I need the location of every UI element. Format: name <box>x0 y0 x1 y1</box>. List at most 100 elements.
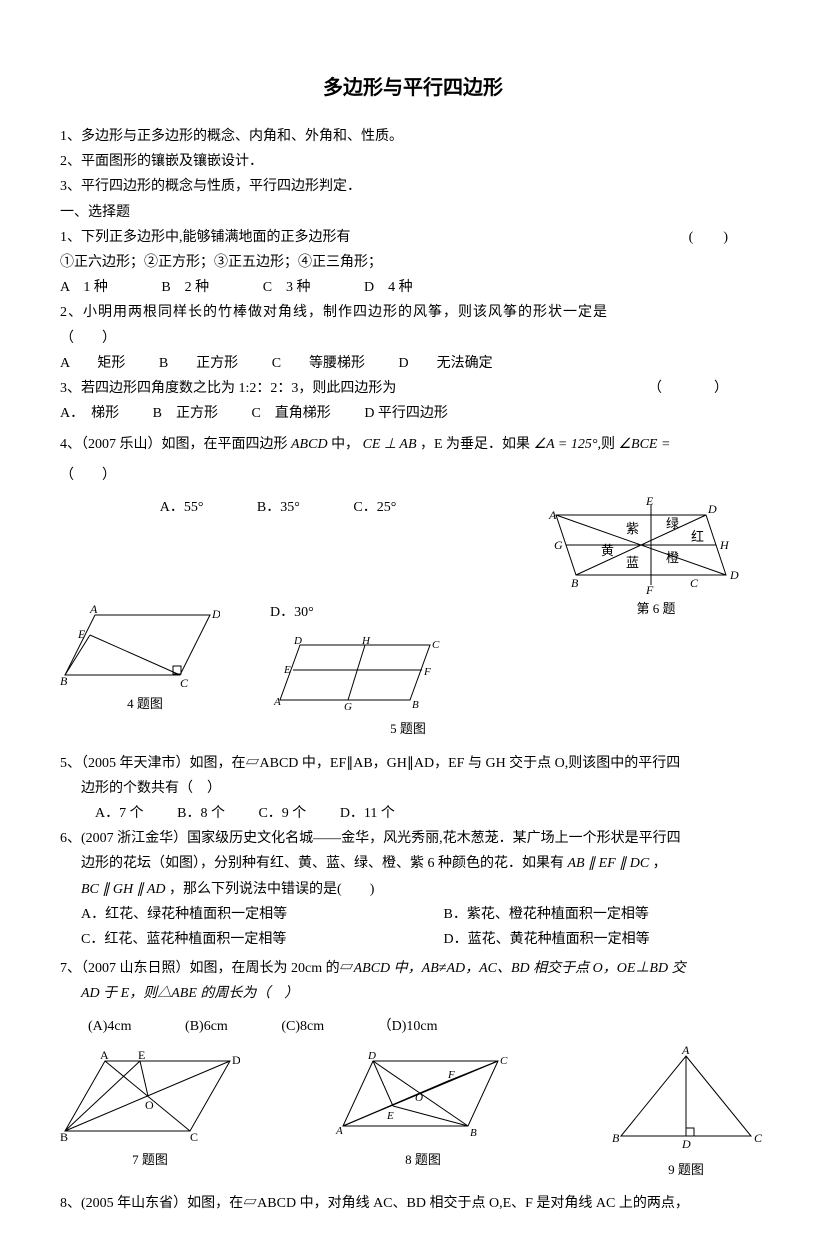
svg-text:C: C <box>754 1131 763 1145</box>
q7-options: (A)4cm (B)6cm (C)8cm （D)10cm <box>60 1014 766 1039</box>
svg-text:H: H <box>361 635 371 647</box>
svg-text:C: C <box>432 639 440 651</box>
intro-3: 3、平行四边形的概念与性质，平行四边形判定． <box>60 174 766 199</box>
q1-paren: ( ) <box>689 225 736 250</box>
q3-paren: （ ） <box>648 376 736 401</box>
q4-t1: 4、（2007 乐山）如图，在平面四边形 <box>60 437 288 452</box>
svg-text:E: E <box>283 664 291 676</box>
svg-text:O: O <box>415 1092 423 1104</box>
svg-text:C: C <box>500 1055 508 1067</box>
q1-sub: ①正六边形；②正方形；③正五边形；④正三角形； <box>60 250 766 275</box>
fig8-label: 8 题图 <box>333 1148 513 1171</box>
q6-opt-c: C．红花、蓝花种植面积一定相等 <box>81 927 404 952</box>
q7-stem: 7、（2007 山东日照）如图，在周长为 20cm 的▱ABCD 中，AB≠AD… <box>60 956 766 981</box>
q6-p1: AB ∥ EF ∥ DC <box>564 856 653 871</box>
fig8-svg: D C A B E F O <box>333 1046 513 1146</box>
svg-text:红: 红 <box>691 529 704 544</box>
q3-stem-text: 3、若四边形四角度数之比为 1:2：2：3，则此四边形为 <box>60 381 396 396</box>
q4-stem: 4、（2007 乐山）如图，在平面四边形 ABCD 中， CE ⊥ AB ，E … <box>60 432 766 457</box>
q8-t2: ABCD 中，对角线 AC、BD 相交于点 O,E、F 是对角线 AC 上的两点… <box>257 1196 689 1211</box>
svg-text:B: B <box>612 1131 620 1145</box>
q6-t2: ， <box>653 856 667 871</box>
q3-stem: 3、若四边形四角度数之比为 1:2：2：3，则此四边形为 （ ） <box>60 376 766 401</box>
svg-text:D: D <box>293 635 302 647</box>
figure-9: A B C D 9 题图 <box>606 1046 766 1181</box>
q4-t2: 中， <box>331 437 359 452</box>
q1-opt-b: B 2 种 <box>161 280 209 295</box>
fig6-svg: A B D D E F G H C 紫 绿 红 黄 蓝 橙 <box>546 495 746 595</box>
svg-text:H: H <box>719 538 730 552</box>
fig4-svg: A D B C E <box>60 600 220 690</box>
svg-text:A: A <box>100 1048 109 1062</box>
q3-opt-b: B 正方形 <box>153 406 218 421</box>
svg-text:B: B <box>60 674 68 688</box>
page-title: 多边形与平行四边形 <box>60 70 766 106</box>
svg-text:O: O <box>145 1098 154 1112</box>
fig4-label: 4 题图 <box>60 692 230 715</box>
svg-text:B: B <box>412 699 419 711</box>
q4-ang: ∠A = 125°, <box>530 437 601 452</box>
q1-stem-text: 1、下列正多边形中,能够铺满地面的正多边形有 <box>60 230 351 245</box>
svg-text:E: E <box>386 1110 394 1122</box>
q7-opt-b: (B)6cm <box>185 1019 228 1034</box>
q7-para: ▱ <box>340 961 354 976</box>
q4-opt-a: A．55° <box>160 500 204 515</box>
svg-text:D: D <box>367 1050 376 1062</box>
q2-stem: 2、小明用两根同样长的竹棒做对角线，制作四边形的风筝，则该风筝的形状一定是 <box>60 300 766 325</box>
svg-text:B: B <box>60 1130 68 1144</box>
q4-t3: ，E 为垂足．如果 <box>420 437 530 452</box>
q5-t2: ABCD 中，EF∥AB，GH∥AD，EF 与 GH 交于点 O,则该图中的平行… <box>260 756 681 771</box>
q5-t1: 5、（2005 年天津市）如图，在 <box>60 756 246 771</box>
fig7-label: 7 题图 <box>60 1148 240 1171</box>
q1-stem: 1、下列正多边形中,能够铺满地面的正多边形有 ( ) <box>60 225 766 250</box>
svg-text:蓝: 蓝 <box>626 555 639 570</box>
svg-text:A: A <box>335 1125 343 1137</box>
svg-text:G: G <box>344 701 352 713</box>
svg-text:B: B <box>571 576 579 590</box>
q3-opt-a: A． 梯形 <box>60 406 119 421</box>
q8-stem: 8、(2005 年山东省）如图，在▱ABCD 中，对角线 AC、BD 相交于点 … <box>60 1191 766 1216</box>
fig5-svg: D C A B H G E F <box>270 635 440 715</box>
q5-opt-b: B．8 个 <box>177 806 225 821</box>
q2-paren: （ ） <box>60 326 766 351</box>
q6-opt-d: D．蓝花、黄花种植面积一定相等 <box>444 927 767 952</box>
q5-opt-d: D．11 个 <box>340 806 395 821</box>
svg-text:D: D <box>211 607 220 621</box>
q2-opt-b: B 正方形 <box>159 356 238 371</box>
q6-stem1: 6、(2007 浙江金华）国家级历史文化名城——金华，风光秀丽,花木葱茏．某广场… <box>60 826 766 851</box>
svg-text:D: D <box>707 502 717 516</box>
intro-2: 2、平面图形的镶嵌及镶嵌设计． <box>60 149 766 174</box>
svg-text:C: C <box>190 1130 198 1144</box>
q6-options: A．红花、绿花种植面积一定相等 B．紫花、橙花种植面积一定相等 <box>60 902 766 927</box>
q7-t3: AD 于 E，则△ABE 的周长为（ ） <box>81 986 298 1001</box>
q1-opt-d: D 4 种 <box>364 280 413 295</box>
q5-opt-a: A．7 个 <box>95 806 144 821</box>
q8-t1: 8、(2005 年山东省）如图，在 <box>60 1196 243 1211</box>
q1-opt-a: A 1 种 <box>60 280 108 295</box>
q4-abcd: ABCD <box>288 437 332 452</box>
q4-opt-b: B．35° <box>257 500 300 515</box>
fig9-label: 9 题图 <box>606 1158 766 1181</box>
svg-text:F: F <box>423 666 431 678</box>
q1-options: A 1 种 B 2 种 C 3 种 D 4 种 <box>60 275 766 300</box>
q6-t1: 边形的花坛（如图），分别种有红、黄、蓝、绿、橙、紫 6 种颜色的花．如果有 <box>81 856 564 871</box>
q2-opt-d: D 无法确定 <box>399 356 493 371</box>
svg-text:D: D <box>681 1137 691 1151</box>
q2-options: A 矩形 B 正方形 C 等腰梯形 D 无法确定 <box>60 351 766 376</box>
q4-ce: CE ⊥ AB <box>359 437 420 452</box>
fig6-label: 第 6 题 <box>546 597 766 620</box>
figure-6: A B D D E F G H C 紫 绿 红 黄 蓝 橙 第 6 题 <box>546 495 766 620</box>
q5-stem2: 边形的个数共有（ ） <box>60 776 766 801</box>
intro-1: 1、多边形与正多边形的概念、内角和、外角和、性质。 <box>60 124 766 149</box>
q7-stem2: AD 于 E，则△ABE 的周长为（ ） <box>60 981 766 1006</box>
q8-para: ▱ <box>243 1196 257 1211</box>
q4-t4: 则 <box>601 437 615 452</box>
q1-opt-c: C 3 种 <box>263 280 311 295</box>
svg-text:B: B <box>470 1127 477 1139</box>
figure-7: A E D B C O 7 题图 <box>60 1046 240 1171</box>
q7-opt-c: (C)8cm <box>281 1019 324 1034</box>
q2-opt-a: A 矩形 <box>60 356 125 371</box>
q4-bce: ∠BCE = <box>615 437 670 452</box>
svg-text:绿: 绿 <box>666 516 679 531</box>
q6-t3: ，那么下列说法中错误的是( ) <box>166 882 375 897</box>
